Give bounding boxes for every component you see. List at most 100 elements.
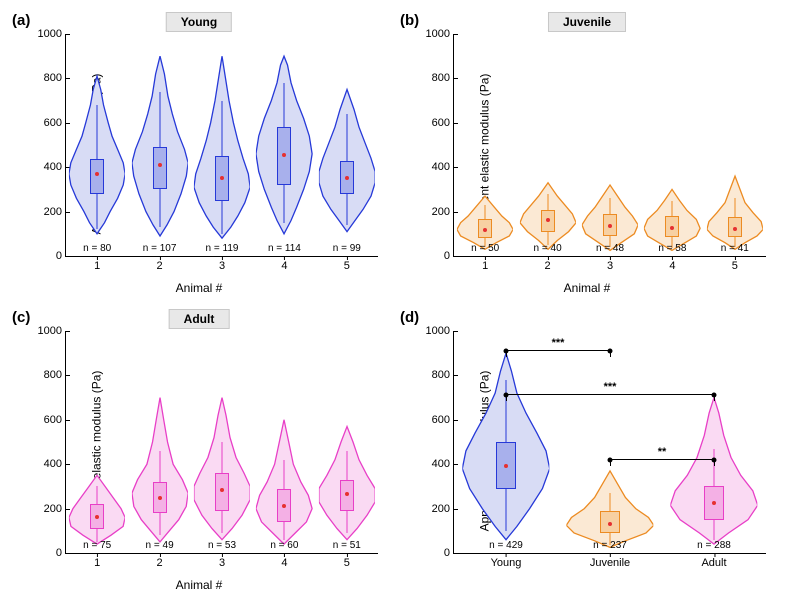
n-label: n = 237 <box>593 540 627 551</box>
panel-a: (a)YoungApparent elastic modulus (Pa)020… <box>10 10 388 297</box>
n-label: n = 288 <box>697 540 731 551</box>
y-tick: 1000 <box>27 28 66 40</box>
x-tick: 4 <box>281 256 287 272</box>
panel-title: Juvenile <box>548 12 626 32</box>
x-tick: 1 <box>482 256 488 272</box>
box-rect <box>153 147 167 189</box>
median-dot <box>345 176 349 180</box>
y-tick: 600 <box>27 117 66 129</box>
y-tick: 0 <box>27 250 66 262</box>
y-tick: 400 <box>415 161 454 173</box>
median-dot <box>345 492 349 496</box>
x-tick: 5 <box>732 256 738 272</box>
y-tick: 400 <box>27 458 66 470</box>
n-label: n = 53 <box>208 540 236 551</box>
median-dot <box>282 153 286 157</box>
x-tick: 3 <box>607 256 613 272</box>
panel-d: (d)Apparent elastic modulus (Pa)02004006… <box>398 307 776 594</box>
x-tick: Adult <box>701 553 726 569</box>
x-tick: Young <box>491 553 522 569</box>
median-dot <box>608 522 612 526</box>
median-dot <box>608 224 612 228</box>
y-tick: 200 <box>415 206 454 218</box>
median-dot <box>282 504 286 508</box>
plot-area: 020040060080010001n = 752n = 493n = 534n… <box>65 331 378 554</box>
median-dot <box>158 163 162 167</box>
y-tick: 800 <box>27 369 66 381</box>
y-tick: 800 <box>415 369 454 381</box>
y-tick: 600 <box>27 414 66 426</box>
figure-grid: (a)YoungApparent elastic modulus (Pa)020… <box>10 10 776 594</box>
y-tick: 400 <box>415 458 454 470</box>
x-axis-label: Animal # <box>176 578 223 592</box>
x-tick: 2 <box>157 553 163 569</box>
n-label: n = 48 <box>596 243 624 254</box>
n-label: n = 429 <box>489 540 523 551</box>
n-label: n = 114 <box>268 243 301 254</box>
median-dot <box>733 227 737 231</box>
significance-bar <box>506 394 714 395</box>
panel-c: (c)AdultApparent elastic modulus (Pa)020… <box>10 307 388 594</box>
significance-cap <box>714 395 715 401</box>
significance-cap <box>610 351 611 357</box>
plot-area: 020040060080010001n = 802n = 1073n = 119… <box>65 34 378 257</box>
x-tick: 1 <box>94 553 100 569</box>
y-tick: 0 <box>415 250 454 262</box>
y-tick: 200 <box>27 503 66 515</box>
n-label: n = 60 <box>270 540 298 551</box>
panel-title: Adult <box>169 309 230 329</box>
n-label: n = 40 <box>534 243 562 254</box>
y-tick: 800 <box>27 72 66 84</box>
median-dot <box>158 496 162 500</box>
x-axis-label: Animal # <box>564 281 611 295</box>
x-tick: 2 <box>545 256 551 272</box>
y-tick: 600 <box>415 414 454 426</box>
panel-label: (d) <box>400 309 419 326</box>
y-tick: 1000 <box>415 325 454 337</box>
significance-cap <box>610 460 611 466</box>
y-tick: 200 <box>27 206 66 218</box>
y-tick: 0 <box>27 547 66 559</box>
significance-cap <box>506 395 507 401</box>
significance-bar <box>506 350 610 351</box>
n-label: n = 99 <box>333 243 361 254</box>
significance-label: ** <box>658 446 667 458</box>
plot-area: 02004006008001000Youngn = 429Juvenilen =… <box>453 331 766 554</box>
x-tick: 5 <box>344 553 350 569</box>
n-label: n = 49 <box>146 540 174 551</box>
median-dot <box>670 226 674 230</box>
y-tick: 800 <box>415 72 454 84</box>
median-dot <box>483 228 487 232</box>
x-tick: 1 <box>94 256 100 272</box>
significance-cap <box>714 460 715 466</box>
median-dot <box>95 172 99 176</box>
x-axis-label: Animal # <box>176 281 223 295</box>
n-label: n = 58 <box>658 243 686 254</box>
panel-title: Young <box>166 12 232 32</box>
significance-cap <box>506 351 507 357</box>
median-dot <box>220 488 224 492</box>
significance-bar <box>610 459 714 460</box>
x-tick: 3 <box>219 256 225 272</box>
x-tick: 4 <box>281 553 287 569</box>
y-tick: 1000 <box>27 325 66 337</box>
median-dot <box>95 515 99 519</box>
x-tick: 5 <box>344 256 350 272</box>
plot-area: 020040060080010001n = 502n = 403n = 484n… <box>453 34 766 257</box>
n-label: n = 107 <box>143 243 177 254</box>
n-label: n = 119 <box>206 243 239 254</box>
y-tick: 1000 <box>415 28 454 40</box>
significance-label: *** <box>604 381 617 393</box>
panel-b: (b)JuvenileApparent elastic modulus (Pa)… <box>398 10 776 297</box>
median-dot <box>712 501 716 505</box>
n-label: n = 80 <box>83 243 111 254</box>
box-rect <box>90 159 104 194</box>
box-rect <box>215 473 229 511</box>
y-tick: 0 <box>415 547 454 559</box>
x-tick: 4 <box>669 256 675 272</box>
panel-label: (c) <box>12 309 30 326</box>
median-dot <box>220 176 224 180</box>
n-label: n = 51 <box>333 540 361 551</box>
y-tick: 200 <box>415 503 454 515</box>
panel-label: (b) <box>400 12 419 29</box>
